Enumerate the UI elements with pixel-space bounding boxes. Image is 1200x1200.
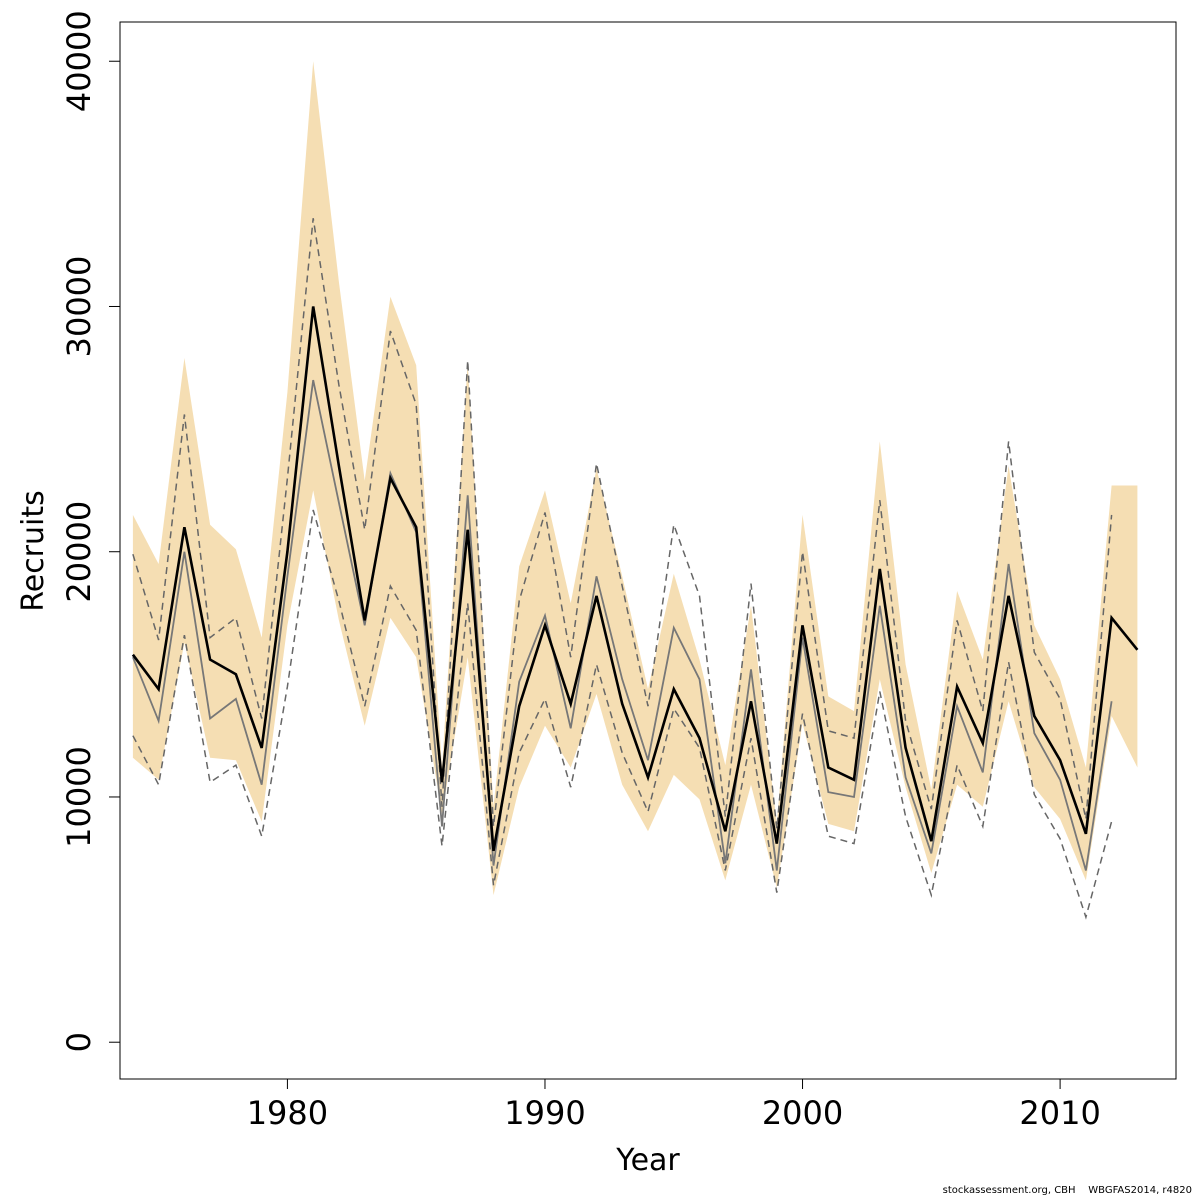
x-tick-label-2010: 2010 — [1019, 1094, 1100, 1132]
y-tick-label-40000: 40000 — [60, 10, 98, 112]
y-axis-title: Recruits — [16, 490, 51, 612]
x-axis: 1980 1990 2000 2010 — [247, 1079, 1101, 1132]
y-tick-label-20000: 20000 — [60, 501, 98, 603]
previous-ci-lower-line — [132, 509, 1113, 920]
y-tick-label-10000: 10000 — [60, 746, 98, 848]
estimate-line — [131, 306, 1139, 852]
previous-estimate-line — [132, 379, 1113, 871]
plot-frame — [119, 21, 1177, 1080]
previous-ci-upper-line — [132, 218, 1113, 829]
x-tick-label-1990: 1990 — [504, 1094, 585, 1132]
x-tick-label-1980: 1980 — [247, 1094, 328, 1132]
y-axis: 0 10000 20000 30000 40000 — [60, 10, 120, 1052]
y-tick-label-30000: 30000 — [60, 256, 98, 358]
confidence-band — [132, 61, 1138, 896]
series-lines-layer — [131, 218, 1139, 920]
y-tick-label-0: 0 — [60, 1032, 98, 1052]
x-tick-label-2000: 2000 — [762, 1094, 843, 1132]
x-axis-title: Year — [615, 1143, 680, 1178]
footer-credit: stockassessment.org, CBH WBGFAS2014, r48… — [942, 1185, 1192, 1196]
confidence-band-layer — [132, 61, 1138, 896]
